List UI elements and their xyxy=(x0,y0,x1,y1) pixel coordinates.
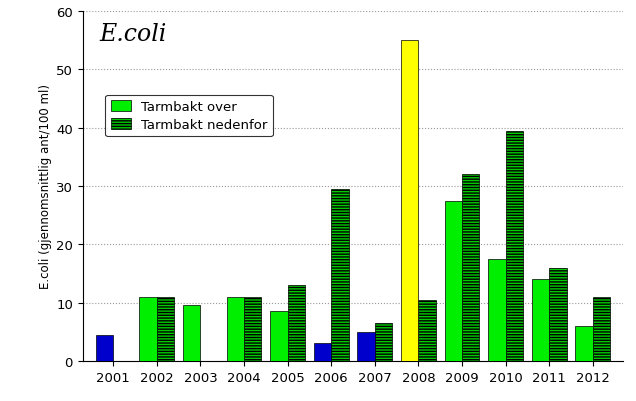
Bar xyxy=(488,259,506,361)
Text: E.coli: E.coli xyxy=(99,22,166,45)
Bar xyxy=(462,175,480,361)
Bar xyxy=(331,189,349,361)
Bar xyxy=(418,300,436,361)
Bar xyxy=(532,279,549,361)
Bar xyxy=(244,297,261,361)
Bar xyxy=(157,297,174,361)
Bar xyxy=(593,297,610,361)
Bar xyxy=(139,297,157,361)
Bar xyxy=(314,343,331,361)
Bar xyxy=(549,268,567,361)
Bar xyxy=(226,297,244,361)
Y-axis label: E.coli (gjennomsnittlig ant/100 ml): E.coli (gjennomsnittlig ant/100 ml) xyxy=(39,84,52,289)
Bar xyxy=(375,323,392,361)
Bar xyxy=(357,332,375,361)
Bar xyxy=(270,312,287,361)
Bar xyxy=(445,201,462,361)
Bar xyxy=(506,131,523,361)
Bar xyxy=(576,326,593,361)
Bar xyxy=(96,335,113,361)
Legend: Tarmbakt over, Tarmbakt nedenfor: Tarmbakt over, Tarmbakt nedenfor xyxy=(106,95,273,137)
Bar xyxy=(287,286,305,361)
Bar xyxy=(183,306,200,361)
Bar xyxy=(401,41,418,361)
